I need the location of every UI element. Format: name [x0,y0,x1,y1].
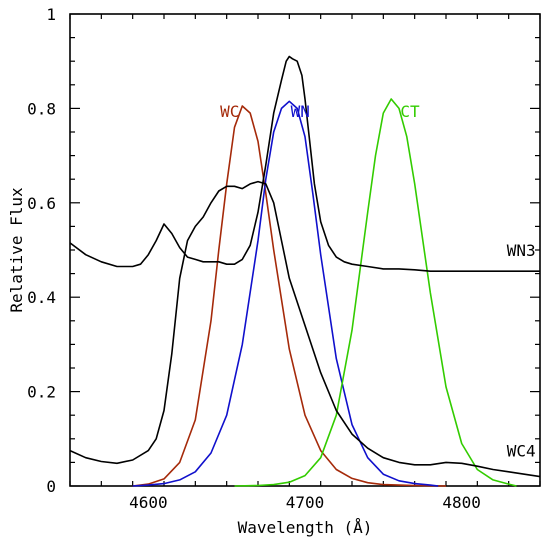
series-label-wc4: WC4 [507,442,536,461]
y-tick-label: 0.2 [27,383,56,402]
x-axis-title: Wavelength (Å) [238,518,373,537]
axis-ticks: 4600 4700 4800 0 0.2 0.4 0.6 0.8 1 [27,5,541,512]
series-line-wn3 [69,55,540,272]
series-label-wn3: WN3 [507,241,536,260]
series-line-wc [132,105,447,487]
y-tick-label: 0.4 [27,288,56,307]
x-tick-label: 4600 [129,493,168,512]
series-line-ct [234,98,517,487]
x-tick-label: 4800 [442,493,481,512]
series-label-wn: WN [291,102,310,121]
y-tick-label: 0.8 [27,99,56,118]
y-axis-title: Relative Flux [7,187,26,313]
series-label-ct: CT [400,102,420,121]
series-layer [69,55,541,487]
y-tick-label: 0 [46,477,56,496]
series-line-wc4 [69,180,541,478]
series-line-wn [132,100,439,487]
series-label-wc: WC [220,102,239,121]
plot-area: 4600 4700 4800 0 0.2 0.4 0.6 0.8 1 WC WN CT WN3 WC4 [27,5,541,512]
y-tick-label: 1 [46,5,56,24]
x-tick-label: 4700 [286,493,325,512]
series-label-layer: WC WN CT WN3 WC4 [220,102,535,461]
y-tick-label: 0.6 [27,194,56,213]
